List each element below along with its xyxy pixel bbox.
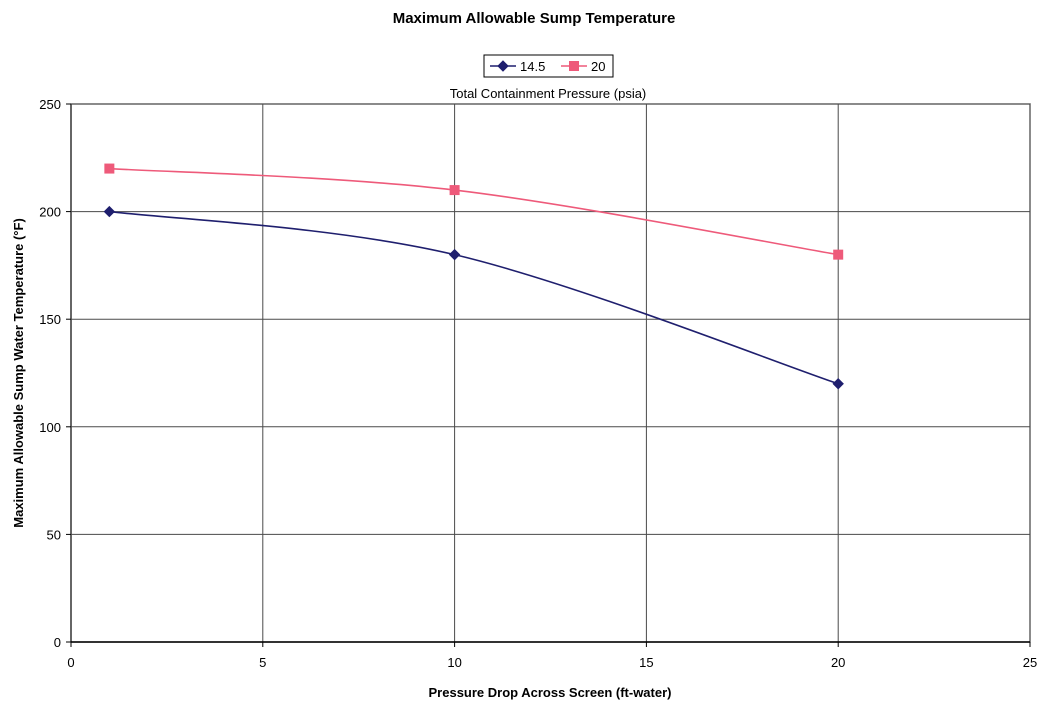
legend-item: 14.5 — [490, 59, 545, 74]
data-point — [104, 163, 115, 174]
y-tick-labels: 0 50 100 150 200 250 — [39, 97, 71, 650]
x-tick-label: 20 — [831, 655, 845, 670]
y-tick-label: 50 — [47, 527, 61, 542]
legend: 14.5 20 — [483, 54, 614, 78]
x-tick-label: 15 — [639, 655, 653, 670]
legend-item: 20 — [561, 59, 605, 74]
series-2 — [104, 163, 844, 260]
series-1 — [103, 205, 844, 390]
x-tick-label: 10 — [447, 655, 461, 670]
y-tick-label: 100 — [39, 420, 61, 435]
data-point — [833, 249, 844, 260]
legend-label: 14.5 — [520, 59, 545, 74]
y-tick-label: 150 — [39, 312, 61, 327]
chart-title: Maximum Allowable Sump Temperature — [393, 10, 676, 27]
y-axis-title: Maximum Allowable Sump Water Temperature… — [11, 218, 26, 528]
legend-title: Total Containment Pressure (psia) — [450, 86, 647, 101]
legend-box — [483, 54, 614, 78]
legend-marker — [497, 60, 509, 72]
x-tick-label: 0 — [67, 655, 74, 670]
x-axis-title: Pressure Drop Across Screen (ft-water) — [429, 685, 672, 700]
plot-area — [70, 103, 1031, 643]
series-layer — [103, 163, 844, 390]
legend-label: 20 — [591, 59, 605, 74]
y-tick-label: 200 — [39, 205, 61, 220]
y-tick-label: 0 — [54, 635, 61, 650]
data-point — [448, 248, 461, 261]
x-tick-labels: 0 5 10 15 20 25 — [67, 642, 1037, 670]
legend-marker — [569, 61, 579, 71]
x-tick-label: 25 — [1023, 655, 1037, 670]
data-point — [449, 185, 460, 196]
data-point — [832, 378, 844, 390]
data-point — [103, 205, 116, 218]
y-tick-label: 250 — [39, 97, 61, 112]
x-tick-label: 5 — [259, 655, 266, 670]
